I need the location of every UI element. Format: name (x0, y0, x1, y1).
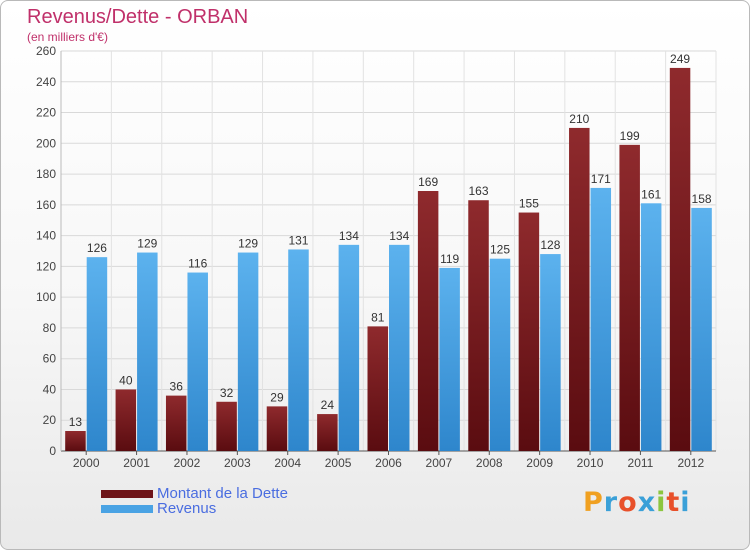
value-label-dette: 169 (418, 175, 438, 189)
bar-dette (669, 67, 691, 451)
x-tick-label: 2002 (174, 456, 201, 470)
y-tick-label: 200 (36, 136, 56, 150)
bar-revenus (691, 207, 712, 451)
bar-dette (65, 431, 86, 451)
y-tick-label: 180 (36, 167, 56, 181)
value-label-dette: 24 (321, 398, 335, 412)
value-label-dette: 40 (119, 373, 133, 387)
bar-dette (367, 326, 388, 451)
value-label-revenus: 125 (490, 243, 510, 257)
bar-dette (468, 200, 489, 451)
y-tick-label: 160 (36, 198, 56, 212)
value-label-revenus: 126 (87, 241, 107, 255)
logo-letter: t (666, 487, 681, 518)
value-label-dette: 81 (371, 310, 385, 324)
value-label-revenus: 171 (591, 172, 611, 186)
bar-dette (165, 395, 187, 451)
bar-revenus (338, 244, 360, 451)
bar-revenus (187, 272, 208, 451)
value-label-revenus: 161 (641, 187, 661, 201)
y-tick-label: 0 (49, 444, 56, 458)
y-tick-label: 220 (36, 106, 56, 120)
bar-dette (417, 191, 439, 451)
legend-swatch-dette (101, 490, 153, 498)
value-label-revenus: 158 (692, 192, 712, 206)
logo-letter: P (583, 487, 604, 518)
y-tick-label: 80 (43, 321, 57, 335)
chart-title: Revenus/Dette - ORBAN (27, 6, 249, 28)
legend-swatch-revenus (101, 505, 153, 513)
x-tick-label: 2012 (677, 456, 704, 470)
value-label-revenus: 134 (339, 229, 359, 243)
bar-revenus (137, 252, 158, 451)
bar-dette (317, 414, 338, 451)
x-tick-label: 2000 (73, 456, 100, 470)
value-label-dette: 210 (569, 112, 589, 126)
x-tick-label: 2001 (123, 456, 150, 470)
y-tick-label: 260 (36, 44, 56, 58)
value-label-dette: 249 (670, 52, 690, 66)
bar-revenus (389, 244, 410, 451)
legend-label-revenus: Revenus (157, 500, 217, 517)
x-tick-label: 2007 (426, 456, 453, 470)
bar-revenus (288, 249, 309, 451)
value-label-dette: 155 (519, 197, 539, 211)
bar-dette (216, 401, 237, 451)
bar-revenus (489, 258, 511, 451)
bar-revenus (640, 203, 662, 451)
value-label-revenus: 119 (440, 252, 459, 266)
x-tick-label: 2011 (628, 456, 654, 470)
y-tick-label: 100 (36, 290, 56, 304)
y-tick-label: 140 (36, 229, 56, 243)
y-tick-label: 120 (36, 259, 56, 273)
x-tick-label: 2010 (577, 456, 604, 470)
value-label-revenus: 116 (188, 257, 207, 271)
bar-revenus (237, 252, 259, 451)
bar-revenus (439, 267, 460, 451)
x-tick-label: 2005 (325, 456, 352, 470)
value-label-revenus: 128 (540, 238, 560, 252)
bar-revenus (590, 187, 612, 451)
logo-letter: r (603, 487, 619, 518)
value-label-revenus: 129 (137, 237, 157, 251)
bar-dette (266, 406, 288, 451)
bar-dette (115, 389, 137, 451)
legend-label-dette: Montant de la Dette (157, 485, 288, 502)
value-label-dette: 29 (270, 390, 284, 404)
logo-letter: i (656, 487, 667, 518)
value-label-dette: 13 (69, 415, 83, 429)
chart-subtitle: (en milliers d'€) (27, 30, 108, 44)
y-tick-label: 240 (36, 75, 56, 89)
x-tick-label: 2006 (375, 456, 402, 470)
logo-letter: x (637, 487, 657, 518)
y-tick-label: 40 (43, 382, 57, 396)
bar-revenus (86, 257, 108, 451)
value-label-dette: 36 (170, 380, 184, 394)
value-label-dette: 163 (469, 184, 489, 198)
proxiti-logo: Proxiti (583, 487, 691, 518)
logo-letter: i (680, 487, 691, 518)
value-label-dette: 199 (620, 129, 640, 143)
x-tick-label: 2003 (224, 456, 251, 470)
value-label-dette: 32 (220, 386, 234, 400)
logo-letter: o (618, 487, 638, 518)
x-tick-label: 2009 (526, 456, 553, 470)
value-label-revenus: 131 (288, 233, 308, 247)
y-tick-label: 60 (43, 352, 57, 366)
bar-dette (569, 127, 590, 451)
x-tick-label: 2008 (476, 456, 503, 470)
value-label-revenus: 134 (389, 229, 409, 243)
value-label-revenus: 129 (238, 237, 258, 251)
bar-dette (518, 212, 540, 451)
y-tick-label: 20 (43, 413, 57, 427)
bar-revenus (540, 254, 561, 451)
x-tick-label: 2004 (274, 456, 301, 470)
bar-dette (619, 144, 640, 451)
